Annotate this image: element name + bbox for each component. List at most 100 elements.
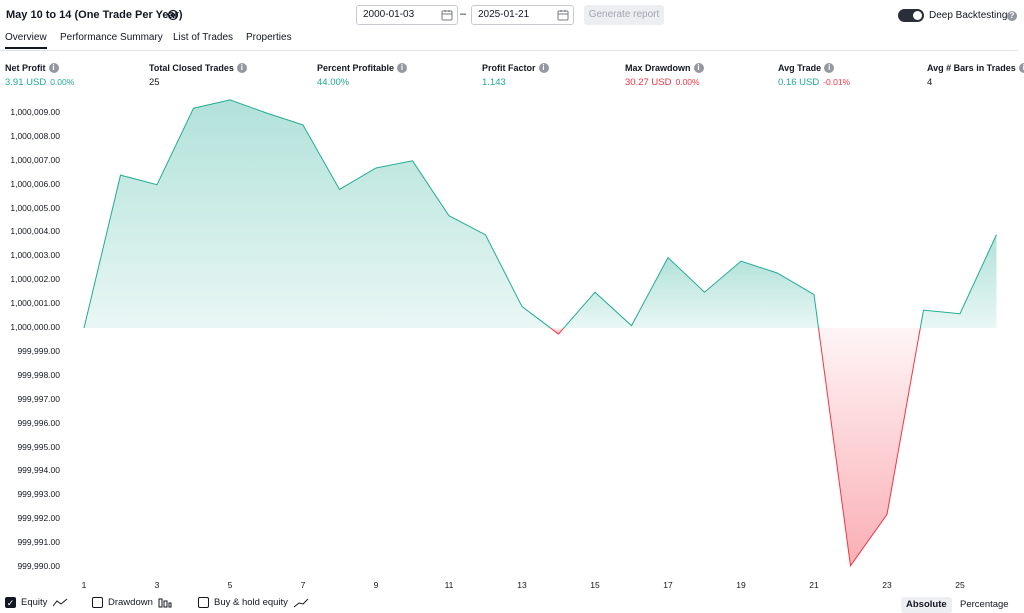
equity-point[interactable] — [265, 111, 269, 115]
strategy-title: May 10 to 14 (One Trade Per Year) — [6, 9, 183, 21]
equity-point[interactable] — [995, 233, 999, 237]
settings-gear-icon[interactable] — [167, 9, 179, 21]
metric-label: Net Profit — [5, 63, 46, 73]
y-tick-label: 1,000,004.00 — [10, 226, 60, 237]
equity-point[interactable] — [812, 293, 816, 297]
equity-point[interactable] — [557, 332, 561, 336]
equity-profit-area — [563, 257, 819, 329]
equity-point[interactable] — [593, 290, 597, 294]
equity-point[interactable] — [776, 271, 780, 275]
x-tick-label: 17 — [663, 580, 673, 590]
end-date-input[interactable]: 2025-01-21 — [471, 5, 574, 25]
metric-percent: 0.00% — [50, 77, 75, 87]
info-icon[interactable]: i — [48, 63, 59, 73]
equity-point[interactable] — [520, 305, 524, 309]
metric-label: Profit Factor — [482, 63, 536, 73]
drawdown-label: Drawdown — [108, 597, 153, 608]
equity-point[interactable] — [82, 326, 86, 330]
x-tick-label: 19 — [736, 580, 746, 590]
y-tick-label: 999,998.00 — [17, 369, 60, 380]
y-tick-label: 1,000,005.00 — [10, 202, 60, 213]
equity-point[interactable] — [374, 166, 378, 170]
metric-avg-trade: Avg Trade i 0.16 USD -0.01% — [778, 63, 850, 88]
metric-label: Max Drawdown — [625, 63, 691, 73]
x-tick-label: 13 — [517, 580, 527, 590]
y-tick-label: 1,000,008.00 — [10, 130, 60, 141]
equity-point[interactable] — [703, 290, 707, 294]
equity-point[interactable] — [228, 98, 232, 102]
tab-performance-summary[interactable]: Performance Summary — [60, 32, 163, 43]
metric-percent: -0.01% — [823, 77, 851, 87]
start-date-input[interactable]: 2000-01-03 — [356, 5, 458, 25]
metric-label: Total Closed Trades — [149, 63, 234, 73]
calendar-icon[interactable] — [557, 9, 569, 21]
equity-point[interactable] — [739, 259, 743, 263]
equity-point[interactable] — [958, 312, 962, 316]
y-tick-label: 999,994.00 — [17, 465, 60, 476]
generate-report-button[interactable]: Generate report — [584, 5, 664, 25]
drawdown-checkbox[interactable] — [92, 597, 103, 608]
buy-hold-checkbox[interactable] — [198, 597, 209, 608]
metric-label: Avg # Bars in Trades — [927, 63, 1016, 73]
buy-hold-toggle[interactable]: Buy & hold equity — [198, 597, 309, 608]
toggle-knob — [913, 11, 922, 20]
equity-point[interactable] — [192, 106, 196, 110]
equity-point[interactable] — [155, 183, 159, 187]
equity-point[interactable] — [885, 512, 889, 516]
x-tick-label: 23 — [882, 580, 892, 590]
y-tick-label: 999,997.00 — [17, 393, 60, 404]
equity-point[interactable] — [338, 187, 342, 191]
calendar-icon[interactable] — [441, 9, 453, 21]
deep-backtesting-toggle[interactable] — [898, 9, 924, 22]
equity-line-profit — [83, 99, 551, 329]
equity-point[interactable] — [922, 308, 926, 312]
info-icon[interactable]: i — [397, 63, 408, 73]
absolute-button[interactable]: Absolute — [901, 597, 952, 613]
equity-toggle[interactable]: ✓ Equity — [5, 597, 68, 608]
metric-profit-factor: Profit Factor i 1.143 — [482, 63, 549, 88]
help-icon[interactable]: ? — [1007, 11, 1017, 21]
equity-line-loss — [818, 327, 921, 568]
x-tick-label: 25 — [955, 580, 965, 590]
equity-point[interactable] — [849, 564, 853, 568]
equity-profit-area — [84, 99, 551, 329]
equity-point[interactable] — [666, 256, 670, 260]
y-tick-label: 1,000,007.00 — [10, 154, 60, 165]
x-tick-label: 1 — [81, 580, 87, 590]
tab-properties[interactable]: Properties — [246, 32, 292, 43]
info-icon[interactable]: i — [538, 63, 549, 73]
metric-value: 25 — [149, 77, 160, 88]
equity-point[interactable] — [411, 159, 415, 163]
tab-list-of-trades[interactable]: List of Trades — [173, 32, 234, 43]
drawdown-toggle[interactable]: Drawdown — [92, 597, 172, 608]
equity-point[interactable] — [484, 233, 488, 237]
equity-line-icon — [53, 598, 68, 606]
y-tick-label: 999,991.00 — [17, 537, 60, 548]
buy-hold-line-icon — [293, 598, 309, 607]
equity-point[interactable] — [119, 173, 123, 177]
x-tick-label: 21 — [809, 580, 819, 590]
metric-avg-bars-in-trades: Avg # Bars in Trades i 4 — [927, 63, 1024, 88]
equity-point[interactable] — [301, 123, 305, 127]
metric-percent-profitable: Percent Profitable i 44.00% — [317, 63, 408, 88]
equity-line-loss — [550, 327, 565, 335]
equity-checkbox[interactable]: ✓ — [5, 597, 16, 608]
info-icon[interactable]: i — [1018, 63, 1024, 73]
info-icon[interactable]: i — [824, 63, 835, 73]
x-tick-label: 7 — [300, 580, 306, 590]
equity-point[interactable] — [447, 214, 451, 218]
metric-value: 4 — [927, 77, 933, 88]
percentage-button[interactable]: Percentage — [960, 599, 1009, 610]
y-tick-label: 999,992.00 — [17, 513, 60, 524]
deep-backtesting-label: Deep Backtesting — [929, 10, 1008, 21]
info-icon[interactable]: i — [693, 63, 704, 73]
y-tick-label: 1,000,002.00 — [10, 274, 60, 285]
info-icon[interactable]: i — [236, 63, 247, 73]
metric-percent: 0.00% — [675, 77, 700, 87]
tab-overview[interactable]: Overview — [5, 32, 47, 49]
y-tick-label: 1,000,000.00 — [10, 322, 60, 333]
equity-point[interactable] — [630, 324, 634, 328]
metric-max-drawdown: Max Drawdown i 30.27 USD 0.00% — [625, 63, 704, 88]
tab-bar: Overview Performance Summary List of Tra… — [0, 30, 1018, 51]
